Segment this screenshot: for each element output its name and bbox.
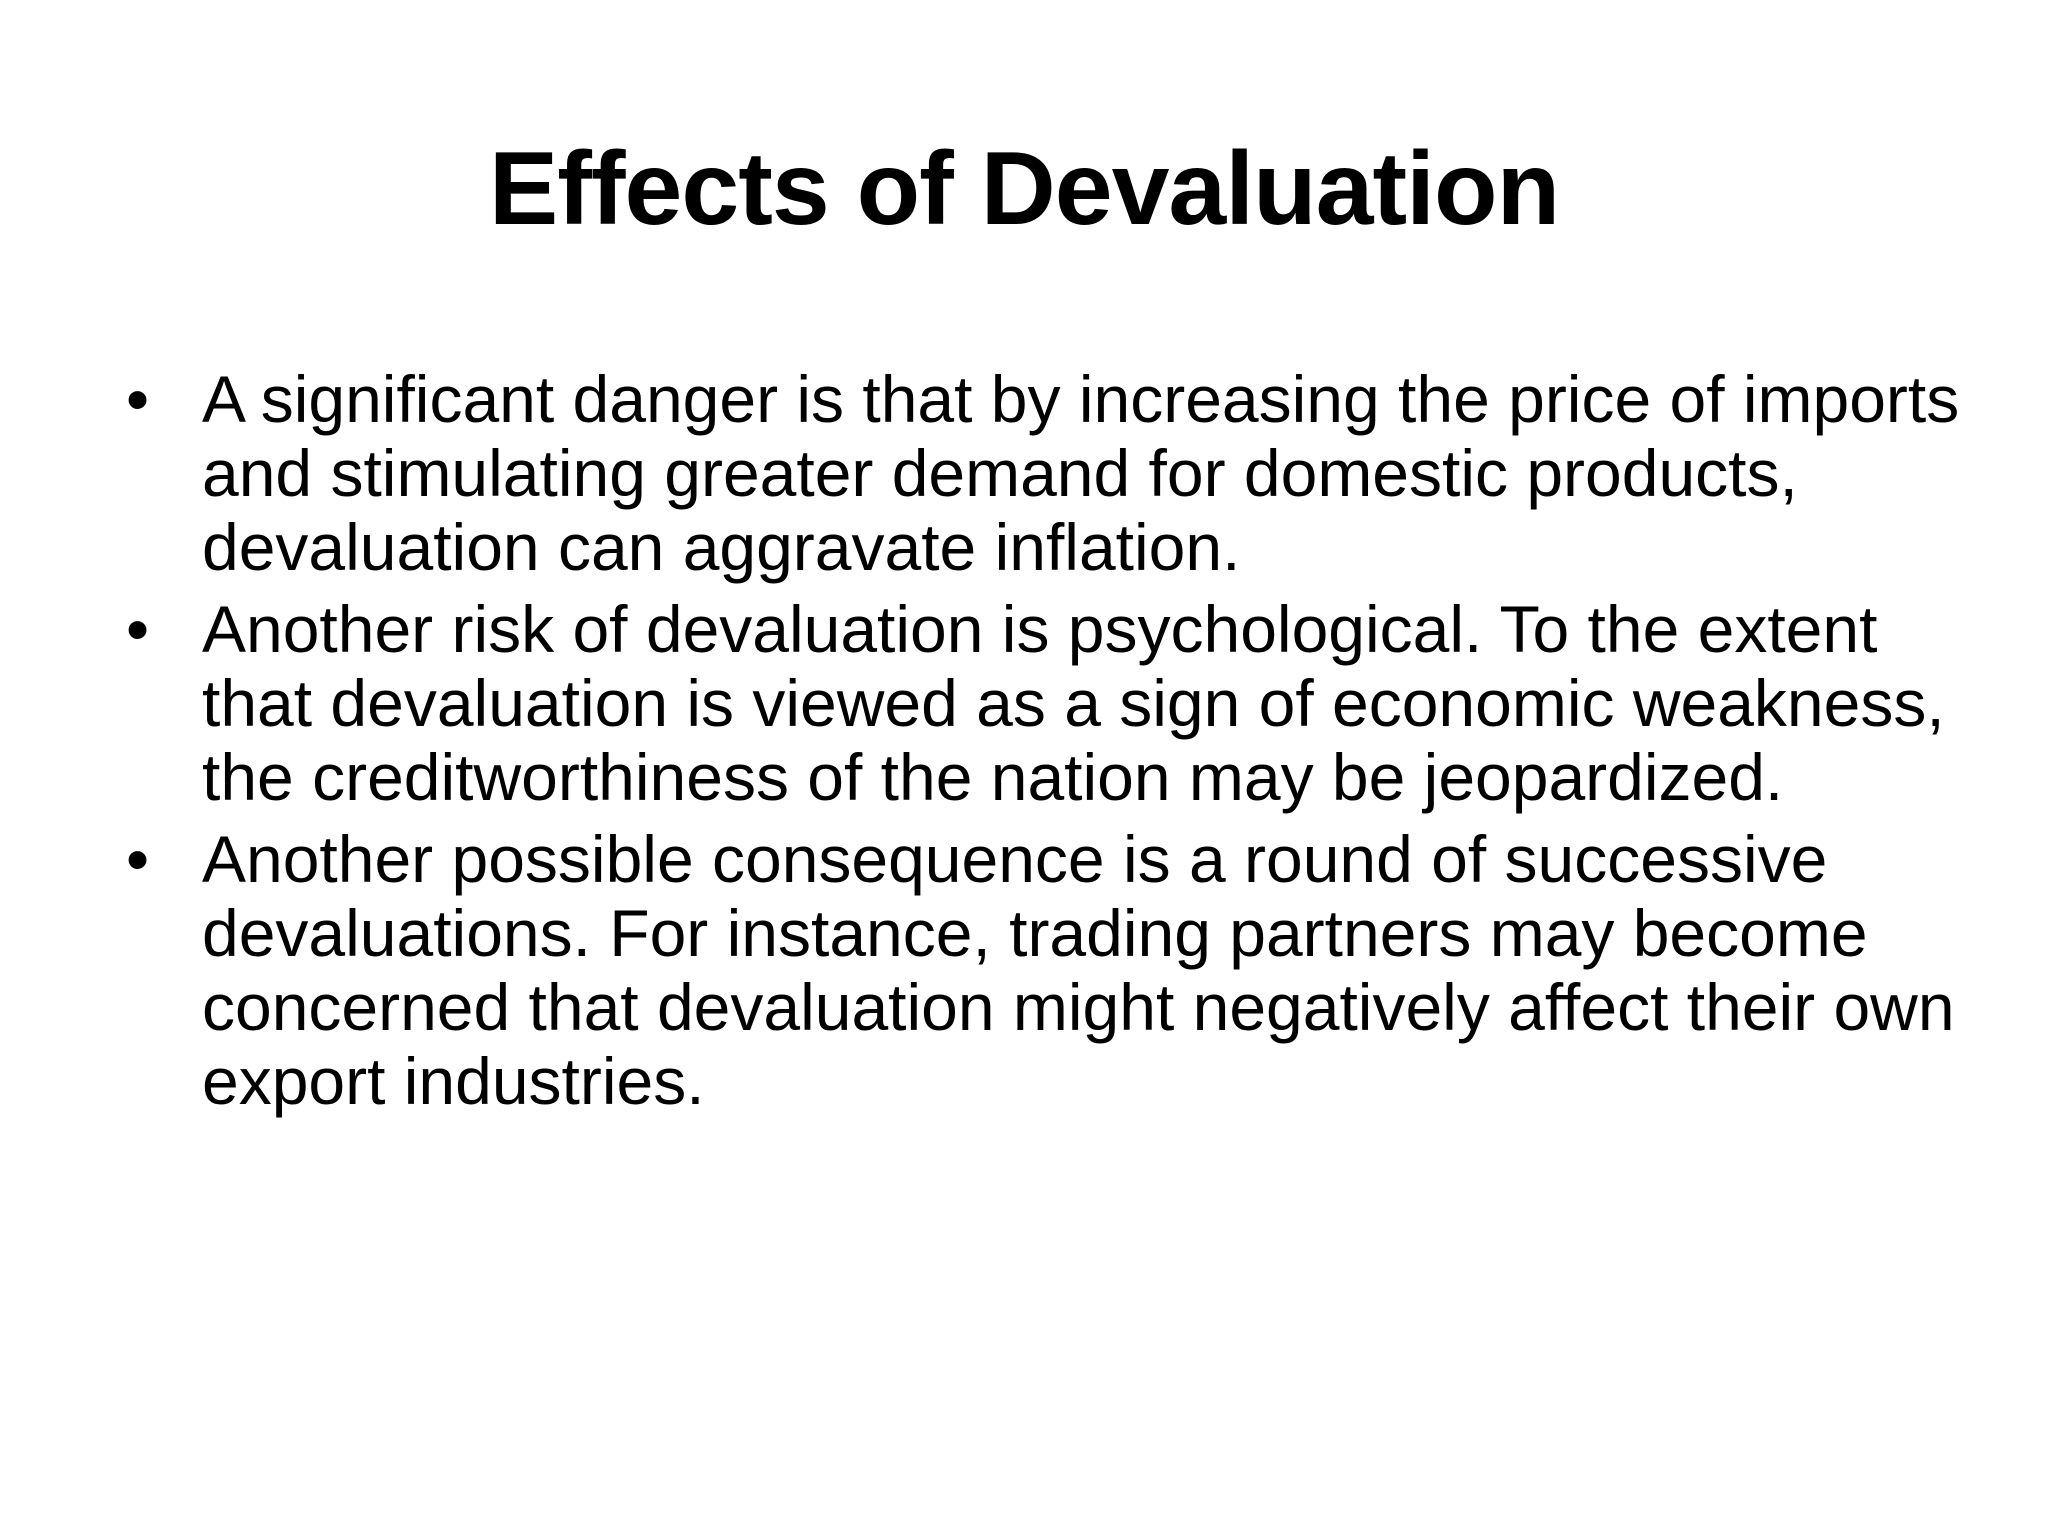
bullet-list: • A significant danger is that by increa… [120,362,1960,1126]
bullet-text: Another possible consequence is a round … [202,822,1955,1118]
bullet-item: • Another risk of devaluation is psychol… [120,592,1960,814]
bullet-dot-icon: • [126,822,150,896]
bullet-item: • Another possible consequence is a roun… [120,822,1960,1118]
bullet-dot-icon: • [126,362,150,436]
bullet-text: Another risk of devaluation is psycholog… [202,592,1945,814]
bullet-text: A significant danger is that by increasi… [202,362,1960,584]
bullet-dot-icon: • [126,592,150,666]
slide-title: Effects of Devaluation [488,131,1560,247]
bullet-item: • A significant danger is that by increa… [120,362,1960,584]
